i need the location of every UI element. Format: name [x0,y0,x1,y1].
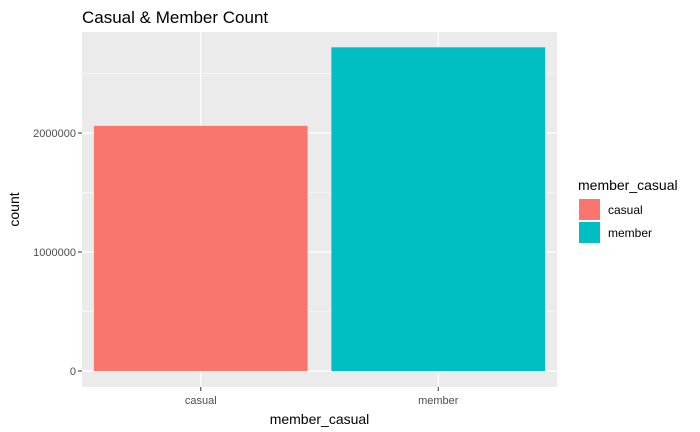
bar-member [331,47,546,371]
y-tick-label: 0 [70,366,76,378]
chart-title: Casual & Member Count [82,8,268,27]
x-axis-title: member_casual [270,411,370,427]
x-tick-label: member [418,395,459,407]
legend-label-member: member [608,226,652,240]
bars [93,47,546,371]
legend-label-casual: casual [608,203,643,217]
y-tick-label: 2000000 [33,128,76,140]
legend-title: member_casual [578,177,678,193]
y-axis-title: count [6,192,22,226]
x-tick-label: casual [185,395,217,407]
legend-key-casual [579,199,600,220]
legend: member_casual casual member [578,177,678,243]
legend-key-member [579,222,600,243]
y-axis-ticks: 0 1000000 2000000 [33,128,82,378]
bar-casual [93,125,308,371]
y-tick-label: 1000000 [33,247,76,259]
x-axis-ticks: casual member [185,387,459,407]
